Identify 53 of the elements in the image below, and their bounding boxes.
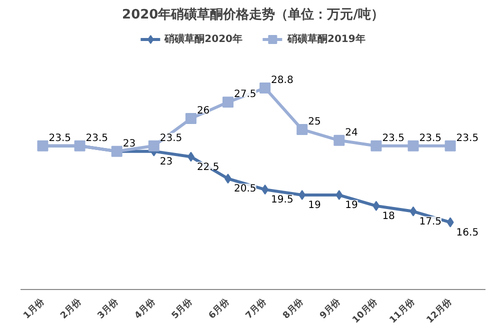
point (296, 124, 308, 135)
data-label: 28.8 (271, 74, 294, 86)
point (410, 206, 417, 216)
point (336, 190, 343, 200)
x-tick-label: 9月份 (318, 296, 344, 322)
data-label: 23.5 (382, 132, 404, 144)
x-tick-label: 6月份 (206, 296, 232, 322)
point (224, 174, 232, 184)
x-tick-label: 3月份 (95, 296, 122, 322)
point (262, 184, 269, 195)
point (334, 134, 345, 146)
data-label: 23 (160, 156, 173, 168)
x-tick-label: 12月份 (424, 296, 455, 326)
data-label: 23.5 (160, 132, 182, 144)
point (446, 217, 454, 228)
x-tick-label: 1月份 (21, 296, 47, 322)
point (370, 140, 382, 152)
point (372, 200, 380, 211)
data-label: 23.5 (48, 132, 71, 144)
x-tick-label: 11月份 (387, 296, 418, 326)
point (222, 96, 234, 108)
x-tick-label: 7月份 (244, 296, 270, 322)
x-tick-label: 2月份 (58, 296, 84, 322)
data-label: 23.5 (419, 132, 442, 144)
data-label: 24 (345, 127, 358, 138)
chart-title: 2020年硝磺草酮价格走势（单位：万元/吨） (122, 6, 384, 22)
point (298, 190, 306, 200)
data-label: 23.5 (86, 132, 108, 144)
data-label: 19 (345, 200, 358, 212)
point (187, 152, 194, 162)
x-tick-label: 8月份 (280, 296, 306, 322)
data-label: 23 (122, 138, 136, 150)
data-label: 18 (382, 210, 395, 222)
point (185, 113, 196, 124)
x-tick-label: 5月份 (170, 296, 196, 322)
data-label: 22.5 (196, 162, 220, 173)
point (260, 82, 271, 94)
data-label: 20.5 (234, 184, 256, 195)
legend-label: 硝磺草酮2019年 (288, 32, 366, 46)
data-label: 23.5 (456, 132, 479, 144)
data-label: 26 (196, 106, 210, 117)
point (408, 140, 419, 152)
x-tick-label: 4月份 (132, 296, 158, 322)
point (148, 140, 160, 152)
data-label: 25 (308, 116, 321, 128)
point (444, 140, 456, 152)
data-label: 19.5 (271, 194, 294, 206)
data-label: 16.5 (456, 227, 479, 238)
x-tick-label: 10月份 (350, 296, 380, 326)
data-label: 19 (308, 200, 321, 212)
legend-label: 硝磺草酮2020年 (164, 32, 242, 46)
data-label: 17.5 (419, 216, 442, 228)
data-label: 27.5 (234, 89, 256, 100)
